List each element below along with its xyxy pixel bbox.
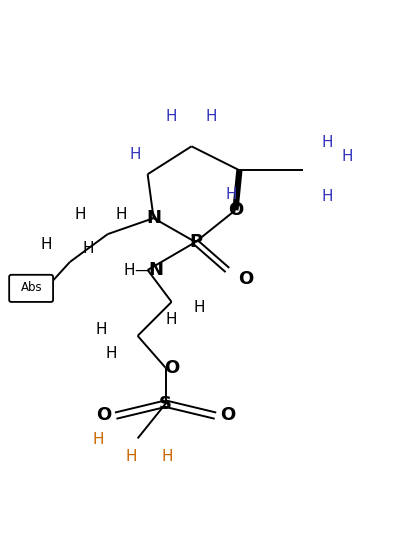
Text: H: H (166, 312, 177, 327)
Text: —: — (134, 262, 149, 277)
Text: O: O (220, 406, 235, 424)
Text: O: O (238, 270, 253, 288)
Text: H: H (74, 207, 85, 221)
Text: H: H (96, 322, 107, 338)
Text: H: H (226, 187, 237, 202)
Text: S: S (159, 395, 172, 413)
Text: N: N (146, 209, 161, 227)
Text: H: H (322, 189, 333, 204)
Text: H: H (162, 449, 173, 464)
Text: H: H (130, 147, 141, 162)
Text: H: H (40, 237, 51, 252)
Text: H: H (82, 241, 93, 255)
FancyBboxPatch shape (9, 275, 53, 302)
Text: H: H (194, 300, 205, 316)
Text: Abs: Abs (21, 282, 43, 294)
Text: H: H (126, 449, 137, 464)
Text: H: H (206, 109, 217, 124)
Text: H: H (116, 208, 127, 222)
Text: P: P (189, 233, 202, 251)
Text: O: O (228, 201, 243, 219)
Text: O: O (96, 406, 111, 424)
Text: H: H (92, 432, 103, 447)
Text: N: N (148, 261, 163, 279)
Text: H: H (166, 109, 177, 124)
Text: H: H (322, 135, 333, 150)
Text: H: H (342, 149, 353, 164)
Text: H: H (106, 346, 117, 361)
Text: O: O (164, 359, 179, 377)
Text: H: H (124, 262, 135, 277)
